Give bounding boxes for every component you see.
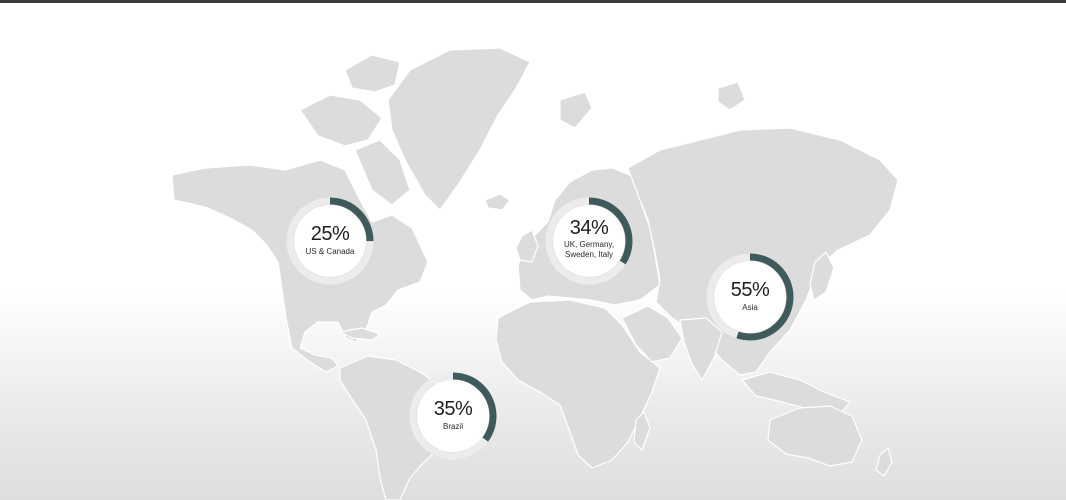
ring-inner bbox=[714, 261, 786, 333]
stat-label: Brazil bbox=[442, 422, 463, 431]
stat-label: Asia bbox=[742, 303, 758, 312]
stat-europe: 34% UK, Germany, Sweden, Italy bbox=[543, 195, 635, 287]
ring-fill bbox=[286, 197, 374, 285]
stat-value: 35% bbox=[433, 398, 473, 420]
stat-us-canada: 25% US & Canada bbox=[284, 195, 376, 287]
stat-value: 55% bbox=[730, 279, 770, 301]
ring-fill bbox=[706, 253, 794, 341]
progress-ring bbox=[286, 197, 374, 285]
ring-fill bbox=[409, 372, 497, 460]
iceland-shape bbox=[484, 193, 511, 211]
india-shape bbox=[679, 317, 723, 381]
ring-fill bbox=[545, 197, 633, 285]
stat-value: 34% bbox=[569, 217, 609, 239]
asia-shape bbox=[627, 127, 899, 376]
baffin-island-shape bbox=[354, 139, 411, 206]
madagascar-shape bbox=[633, 411, 651, 451]
stat-value: 25% bbox=[310, 223, 350, 245]
australia-shape bbox=[767, 405, 863, 467]
window-top-bar bbox=[0, 0, 1066, 3]
arctic-russia-islands-shape bbox=[559, 91, 593, 129]
ring-inner bbox=[294, 205, 366, 277]
japan-shape bbox=[809, 251, 835, 301]
ring-inner bbox=[553, 205, 625, 277]
middle-east-shape bbox=[621, 305, 683, 363]
progress-ring bbox=[409, 372, 497, 460]
uk-shape bbox=[515, 229, 539, 263]
new-zealand-shape bbox=[875, 447, 893, 477]
progress-ring bbox=[706, 253, 794, 341]
progress-ring bbox=[545, 197, 633, 285]
stat-label: UK, Germany, Sweden, Italy bbox=[563, 240, 615, 259]
arctic-russia-islands-shape bbox=[717, 81, 746, 111]
ring-inner bbox=[417, 380, 489, 452]
stat-label: US & Canada bbox=[305, 247, 355, 256]
greenland-shape bbox=[387, 47, 531, 211]
africa-shape bbox=[495, 299, 661, 469]
arctic-islands-shape bbox=[299, 94, 383, 147]
stat-asia: 55% Asia bbox=[704, 251, 796, 343]
caribbean-islands-shape bbox=[339, 327, 381, 341]
stat-brazil: 35% Brazil bbox=[407, 370, 499, 462]
arctic-islands-shape bbox=[344, 54, 401, 93]
southeast-asia-islands-shape bbox=[741, 371, 851, 413]
